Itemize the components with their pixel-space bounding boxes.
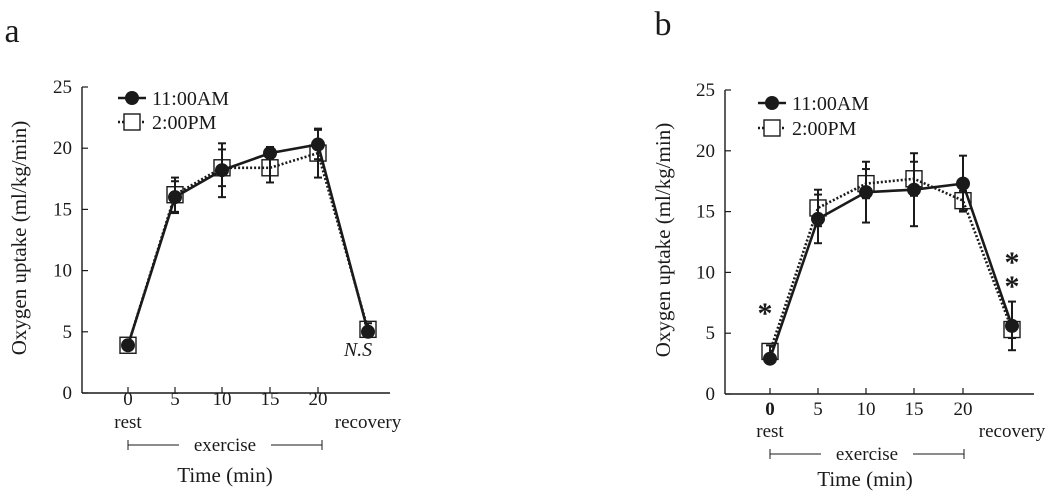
y-tick-label: 10 [53, 261, 72, 282]
y-tick-label: 0 [63, 383, 73, 404]
x-tick-label: 0 [765, 399, 775, 420]
legend-label-11am: 11:00AM [152, 88, 229, 110]
data-point-11am [1005, 319, 1019, 333]
data-point-11am [859, 185, 873, 199]
series-line-2pm [770, 179, 1012, 352]
x-tick-label: recovery [979, 421, 1046, 442]
legend-marker-11am [765, 96, 779, 110]
series-line-11am [128, 145, 368, 346]
data-point-11am [361, 325, 375, 339]
x-tick-label: 15 [261, 389, 280, 410]
x-tick-label: 0 [123, 389, 133, 410]
x-tick-label: 20 [309, 389, 328, 410]
significance-mark: * [758, 297, 773, 330]
data-point-11am [763, 352, 777, 366]
data-point-11am [907, 183, 921, 197]
y-tick-label: 5 [63, 322, 73, 343]
y-tick-label: 25 [53, 77, 72, 98]
x-tick-label: 10 [857, 399, 876, 420]
legend [758, 96, 786, 136]
y-axis-title: Oxygen uptake (ml/kg/min) [651, 123, 675, 357]
x-axis-title: Time (min) [817, 467, 912, 491]
y-tick-label: 5 [706, 323, 716, 344]
rest-label: rest [756, 421, 784, 442]
x-tick-label: 5 [813, 399, 823, 420]
y-tick-label: 15 [696, 202, 715, 223]
significance-mark: * [1005, 270, 1020, 303]
x-tick-label: 20 [954, 399, 973, 420]
exercise-label: exercise [194, 435, 256, 456]
legend-label-2pm: 2:00PM [152, 112, 217, 134]
data-point-11am [215, 163, 229, 177]
y-tick-label: 0 [706, 384, 716, 405]
data-point-11am [121, 338, 135, 352]
y-tick-label: 15 [53, 199, 72, 220]
exercise-label: exercise [836, 444, 898, 465]
panel-label: b [655, 6, 672, 43]
series-line-11am [770, 184, 1012, 359]
y-tick-label: 20 [53, 138, 72, 159]
x-tick-label: 10 [213, 389, 232, 410]
data-point-11am [168, 190, 182, 204]
legend-label-2pm: 2:00PM [792, 118, 857, 140]
panel-label: a [4, 13, 19, 50]
rest-label: rest [114, 412, 142, 433]
legend-marker-2pm [764, 120, 780, 136]
x-tick-label: recovery [335, 412, 402, 433]
data-point-11am [956, 177, 970, 191]
x-axis-title: Time (min) [177, 463, 272, 487]
y-tick-label: 20 [696, 141, 715, 162]
y-tick-label: 25 [696, 80, 715, 101]
legend-marker-11am [125, 91, 139, 105]
series-line-2pm [128, 153, 368, 345]
x-tick-label: 5 [170, 389, 180, 410]
data-point-11am [311, 138, 325, 152]
data-point-11am [811, 212, 825, 226]
y-axis-title: Oxygen uptake (ml/kg/min) [7, 121, 31, 355]
legend [118, 91, 146, 130]
legend-marker-2pm [124, 114, 140, 130]
y-tick-label: 10 [696, 262, 715, 283]
data-point-11am [263, 146, 277, 160]
legend-label-11am: 11:00AM [792, 93, 869, 115]
ns-annotation: N.S [343, 339, 372, 361]
x-tick-label: 15 [905, 399, 924, 420]
